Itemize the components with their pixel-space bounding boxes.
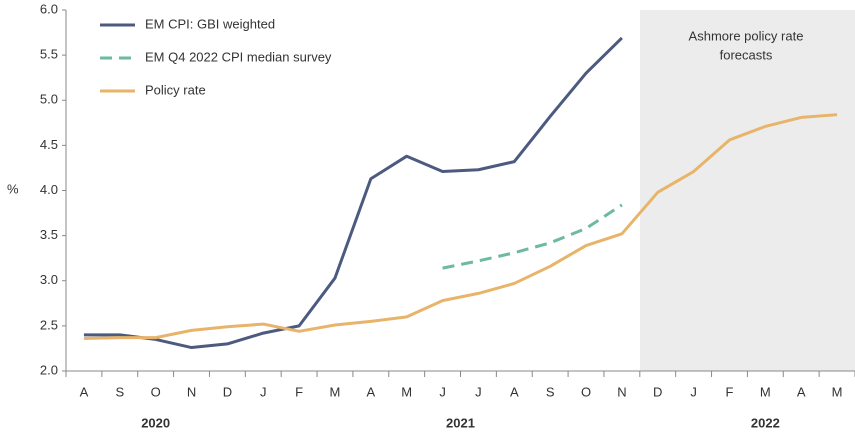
x-tick-label: O — [581, 384, 591, 399]
legend-label: Policy rate — [145, 82, 206, 97]
x-tick-label: A — [80, 384, 89, 399]
x-tick-label: F — [726, 384, 734, 399]
annotation: forecasts — [720, 47, 773, 62]
y-tick-label: 6.0 — [40, 1, 58, 16]
year-label: 2022 — [751, 415, 780, 430]
line-series — [83, 113, 838, 341]
x-tick-label: O — [151, 384, 161, 399]
x-tick-label: A — [797, 384, 806, 399]
y-tick-label: 2.0 — [40, 362, 58, 377]
y-tick-label: 4.5 — [40, 137, 58, 152]
legend-label: EM Q4 2022 CPI median survey — [145, 49, 332, 64]
forecast-shade — [640, 10, 855, 371]
y-tick-label: 4.0 — [40, 182, 58, 197]
annotation: Ashmore policy rate — [689, 28, 804, 43]
x-tick-label: A — [510, 384, 519, 399]
x-tick-label: J — [475, 384, 482, 399]
x-tick-label: M — [832, 384, 843, 399]
x-tick-label: D — [653, 384, 662, 399]
y-tick-label: 2.5 — [40, 317, 58, 332]
x-tick-label: M — [401, 384, 412, 399]
x-tick-label: M — [760, 384, 771, 399]
legend-label: EM CPI: GBI weighted — [145, 16, 275, 31]
x-tick-label: S — [546, 384, 555, 399]
line-series — [83, 36, 623, 350]
x-tick-label: N — [187, 384, 196, 399]
y-axis-label: % — [7, 181, 19, 196]
x-tick-label: J — [260, 384, 267, 399]
y-tick-label: 3.5 — [40, 227, 58, 242]
year-label: 2021 — [446, 415, 475, 430]
line-series — [442, 203, 623, 270]
y-tick-label: 5.0 — [40, 92, 58, 107]
y-tick-label: 3.0 — [40, 272, 58, 287]
y-tick-label: 5.5 — [40, 47, 58, 62]
x-tick-label: D — [223, 384, 232, 399]
x-tick-label: S — [115, 384, 124, 399]
year-label: 2020 — [141, 415, 170, 430]
x-tick-label: M — [330, 384, 341, 399]
x-tick-label: J — [439, 384, 446, 399]
x-tick-label: F — [295, 384, 303, 399]
x-tick-label: A — [367, 384, 376, 399]
x-tick-label: N — [617, 384, 626, 399]
x-tick-label: J — [690, 384, 697, 399]
